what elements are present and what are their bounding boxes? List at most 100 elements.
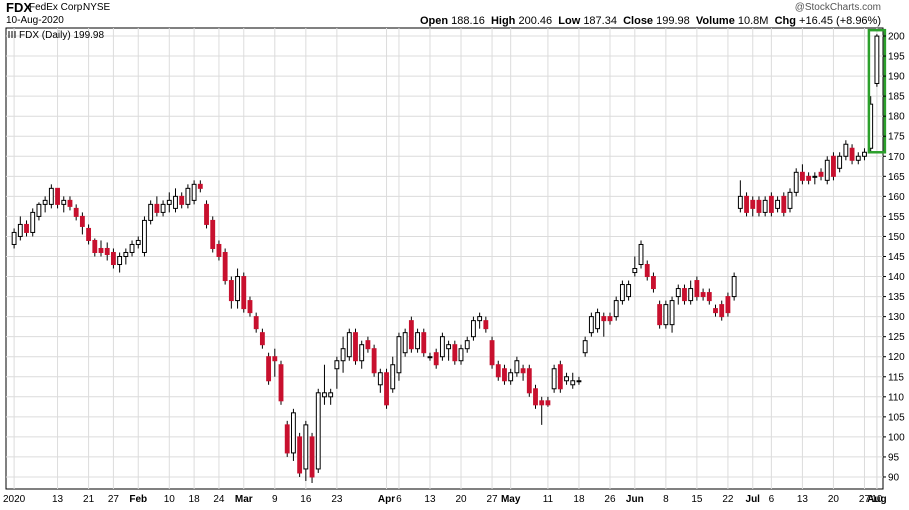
candle — [24, 220, 29, 237]
x-axis-ticks: 2020 13 21 27 Feb 10 18 24 Mar 9 16 23 Apr 6 13 20 27 May… — [3, 494, 887, 505]
candle-body — [297, 436, 303, 474]
candle — [86, 224, 92, 245]
y-tick-label: 180 — [888, 112, 905, 123]
candle — [533, 384, 538, 409]
candle-body — [272, 356, 278, 362]
candle — [539, 396, 545, 425]
open-value: 188.16 — [451, 15, 485, 27]
candle-body — [433, 352, 439, 366]
candle-body — [793, 171, 799, 193]
candle — [775, 196, 781, 213]
candle — [719, 300, 725, 321]
candle — [439, 332, 445, 361]
candle — [458, 344, 464, 365]
candle-body — [396, 336, 402, 374]
candle — [787, 188, 793, 213]
candle-body — [353, 332, 358, 362]
candle-body — [30, 211, 36, 233]
candle-body — [291, 412, 296, 454]
candle — [477, 312, 483, 329]
candle — [688, 280, 694, 305]
candle — [526, 364, 532, 397]
candle-body — [799, 171, 805, 181]
candle — [154, 196, 160, 217]
candle-body — [160, 203, 166, 213]
candle-body — [576, 380, 582, 383]
y-tick-label: 190 — [888, 72, 905, 83]
candle — [433, 348, 439, 369]
candle — [638, 240, 644, 269]
candle-body — [862, 151, 867, 157]
x-tick-label: 24 — [213, 494, 225, 505]
close-label: Close — [623, 15, 654, 27]
candle — [253, 312, 259, 333]
candle-body — [657, 304, 663, 326]
candle — [843, 140, 849, 161]
candle — [471, 316, 476, 341]
candle-body — [390, 364, 396, 390]
candle — [750, 196, 756, 217]
candle — [322, 364, 327, 405]
candle — [619, 280, 625, 305]
candle-body — [216, 243, 222, 257]
candle — [291, 408, 296, 461]
candle — [427, 352, 433, 361]
x-tick-label: 16 — [300, 494, 312, 505]
candle — [495, 360, 501, 381]
candle-body — [11, 231, 17, 245]
candle — [73, 204, 79, 221]
candle-body — [228, 280, 234, 302]
volume-value: 10.8M — [737, 15, 769, 27]
candle-body — [48, 187, 54, 205]
y-tick-label: 145 — [888, 252, 905, 263]
x-tick-label: 23 — [331, 494, 343, 505]
x-tick-label: Jun — [626, 494, 644, 505]
candle — [669, 296, 675, 333]
candle-body — [284, 424, 290, 454]
candle-body — [675, 288, 681, 298]
candles — [11, 28, 887, 483]
candle — [737, 180, 743, 213]
candle — [353, 328, 358, 365]
candle-body — [408, 320, 414, 350]
x-tick-label: 20 — [828, 494, 840, 505]
candle-body — [626, 284, 632, 298]
candle — [160, 200, 166, 217]
candle — [117, 252, 123, 273]
candle — [514, 356, 520, 377]
candle-body — [812, 175, 818, 178]
candle — [303, 420, 309, 481]
candle — [831, 152, 836, 181]
candle-body — [259, 332, 265, 346]
x-tick-label: 2020 — [3, 494, 26, 505]
y-tick-label: 170 — [888, 152, 905, 163]
candle — [601, 312, 607, 337]
candle-body — [241, 276, 247, 310]
candle — [67, 196, 73, 211]
candle — [464, 336, 470, 353]
candle — [123, 248, 129, 265]
y-tick-label: 110 — [888, 392, 904, 403]
candle-body — [831, 155, 836, 177]
candle — [502, 364, 507, 385]
candle-body — [806, 175, 812, 181]
candle — [793, 168, 799, 197]
candle — [384, 368, 389, 409]
low-value: 187.34 — [583, 15, 617, 27]
candle-body — [688, 288, 694, 302]
close-value: 199.98 — [656, 15, 690, 27]
candle-body — [73, 207, 79, 217]
candle-body — [42, 199, 48, 205]
candle-body — [638, 243, 644, 266]
candle — [713, 304, 718, 317]
candle — [247, 296, 253, 317]
y-tick-label: 125 — [888, 332, 905, 343]
x-tick-label: May — [501, 494, 521, 505]
candle-body — [377, 372, 383, 386]
candle-body — [700, 292, 706, 298]
candle — [576, 376, 582, 385]
candle — [756, 196, 762, 217]
candle-body — [179, 195, 185, 205]
candle — [557, 360, 563, 393]
y-tick-label: 105 — [888, 412, 905, 423]
